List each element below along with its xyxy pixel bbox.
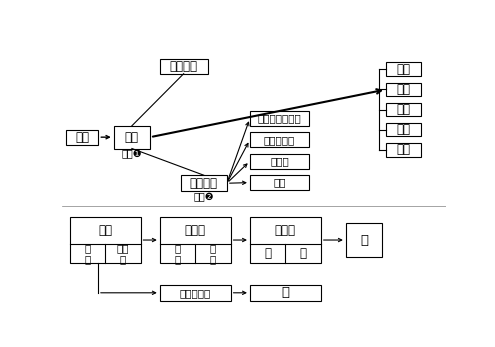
Text: 酸性，碱性: 酸性，碱性 (264, 135, 295, 145)
Bar (69, 217, 141, 263)
Text: 氧化性，还原性: 氧化性，还原性 (258, 113, 301, 124)
Bar (160, 285, 231, 301)
Bar (250, 175, 309, 190)
Text: 水化物: 水化物 (275, 224, 296, 237)
Bar (386, 122, 421, 136)
Bar (386, 62, 421, 76)
Bar (181, 175, 227, 191)
Bar (386, 143, 421, 156)
Text: 特性: 特性 (273, 178, 286, 188)
Text: 结构: 结构 (75, 131, 89, 144)
Text: 酸: 酸 (264, 247, 271, 260)
Bar (160, 59, 208, 74)
Bar (250, 133, 309, 147)
Bar (160, 217, 231, 263)
Text: 物理性质: 物理性质 (170, 60, 198, 73)
Text: 检验: 检验 (396, 143, 410, 156)
Text: 核心❶: 核心❶ (122, 149, 143, 159)
Bar (66, 130, 99, 144)
Text: 用途: 用途 (396, 103, 410, 116)
Bar (346, 223, 382, 257)
Text: 性质: 性质 (125, 131, 139, 144)
Text: 酸
性: 酸 性 (174, 243, 181, 264)
Bar (386, 103, 421, 117)
Text: 核心❷: 核心❷ (194, 192, 214, 202)
Bar (250, 111, 309, 126)
Text: 单质: 单质 (98, 224, 112, 237)
Bar (250, 285, 321, 301)
Text: 盐: 盐 (360, 234, 368, 246)
Bar (250, 217, 321, 263)
Text: 稳定性: 稳定性 (270, 156, 289, 166)
Text: 存在: 存在 (396, 63, 410, 76)
Text: 碱
性: 碱 性 (210, 243, 216, 264)
Text: 盐: 盐 (281, 286, 290, 299)
Text: 氧化物: 氧化物 (185, 224, 206, 237)
Bar (250, 154, 309, 169)
Text: 碱: 碱 (299, 247, 306, 260)
Text: 金
属: 金 属 (84, 243, 91, 264)
Text: 气态氢化物: 气态氢化物 (180, 288, 211, 298)
Text: 非金
属: 非金 属 (116, 243, 129, 264)
Text: 化学物质: 化学物质 (190, 177, 218, 190)
Text: 保存: 保存 (396, 123, 410, 136)
Bar (386, 83, 421, 96)
Bar (114, 126, 150, 149)
Text: 制法: 制法 (396, 83, 410, 96)
